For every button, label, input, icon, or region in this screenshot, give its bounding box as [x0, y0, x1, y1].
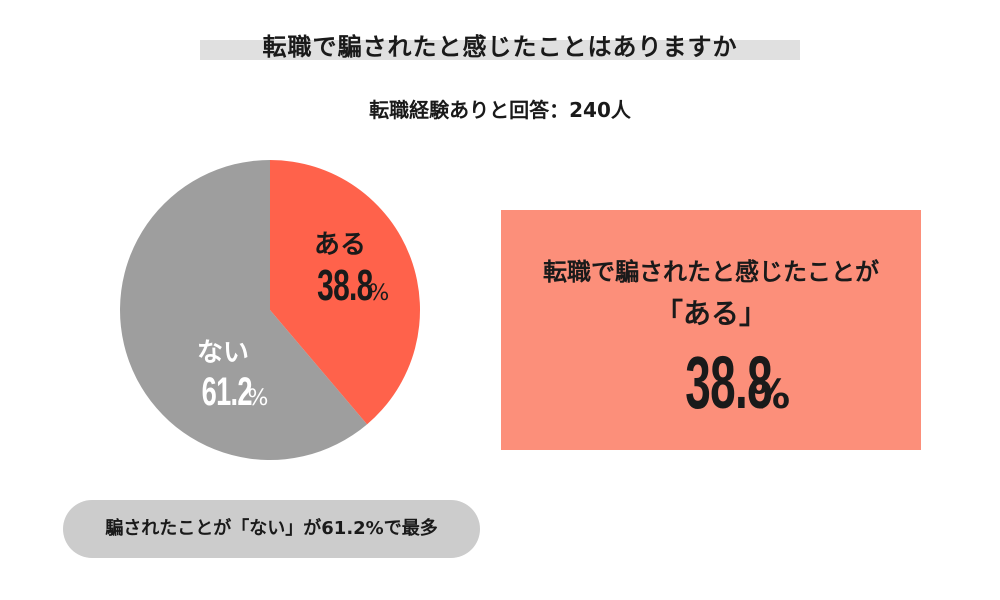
chart-subtitle: 転職経験ありと回答：240人	[369, 98, 631, 122]
pie-slice-aru	[270, 160, 420, 425]
slice-percent-value: 61.2%	[163, 372, 283, 412]
slice-value-number: 38.8	[316, 261, 373, 310]
callout-answer: 「ある」	[654, 297, 767, 330]
title-highlight	[200, 40, 800, 60]
callout-value-unit: %	[749, 372, 791, 418]
slice-category-label: ある	[313, 230, 366, 260]
slice-value-unit: %	[368, 281, 390, 306]
slice-label-aru: ある 38.8%	[270, 232, 410, 308]
callout-percent: 38.8%	[501, 340, 921, 425]
summary-note-pill: 騙されたことが「ない」が61.2%で最多	[63, 500, 480, 558]
callout-value-number: 38.8	[685, 341, 772, 424]
slice-percent-value: 38.8%	[270, 264, 410, 308]
slice-category-label: ない	[196, 338, 249, 368]
slice-label-nai: ない 61.2%	[163, 340, 283, 412]
callout-heading: 転職で騙されたと感じたことが	[543, 258, 879, 286]
chart-title: 転職で騙されたと感じたことはありますか	[262, 33, 738, 61]
slice-value-number: 61.2	[201, 370, 252, 414]
pie-slice-nai	[119, 159, 368, 460]
slice-value-unit: %	[247, 386, 269, 411]
result-callout-box: 転職で騙されたと感じたことが 「ある」 38.8%	[501, 210, 921, 450]
